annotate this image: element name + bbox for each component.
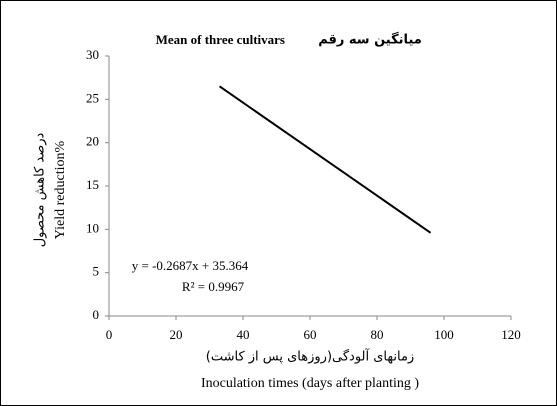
x-tick-label: 40 [237,327,250,342]
x-tick-label: 120 [501,327,521,342]
y-tick-label: 5 [93,264,100,279]
x-axis-label-fa: زمانهای آلودگی(روزهای پس از کاشت) [206,348,414,365]
y-tick-label: 25 [86,90,99,105]
y-tick-label: 30 [86,47,99,62]
y-tick-label: 15 [86,177,99,192]
x-axis-label: Inoculation times (days after planting ) [201,376,419,391]
x-tick-label: 80 [371,327,384,342]
chart-title: Mean of three cultivars [156,32,285,47]
x-tick-label: 0 [106,327,113,342]
trend-line [218,85,432,234]
r-squared: R² = 0.9967 [182,279,245,294]
y-tick-label: 20 [86,134,99,149]
x-tick-label: 100 [434,327,454,342]
y-tick-label: 10 [86,220,99,235]
x-tick-label: 20 [170,327,183,342]
y-axis-label: Yield reduction% [53,140,68,239]
y-axis-label-fa: درصد کاهش محصول [33,133,48,248]
equation: y = -0.2687x + 35.364 [132,258,249,273]
y-tick-label: 0 [93,307,100,322]
chart-title-fa: میانگین سه رقم [318,32,422,48]
x-tick-label: 60 [304,327,317,342]
